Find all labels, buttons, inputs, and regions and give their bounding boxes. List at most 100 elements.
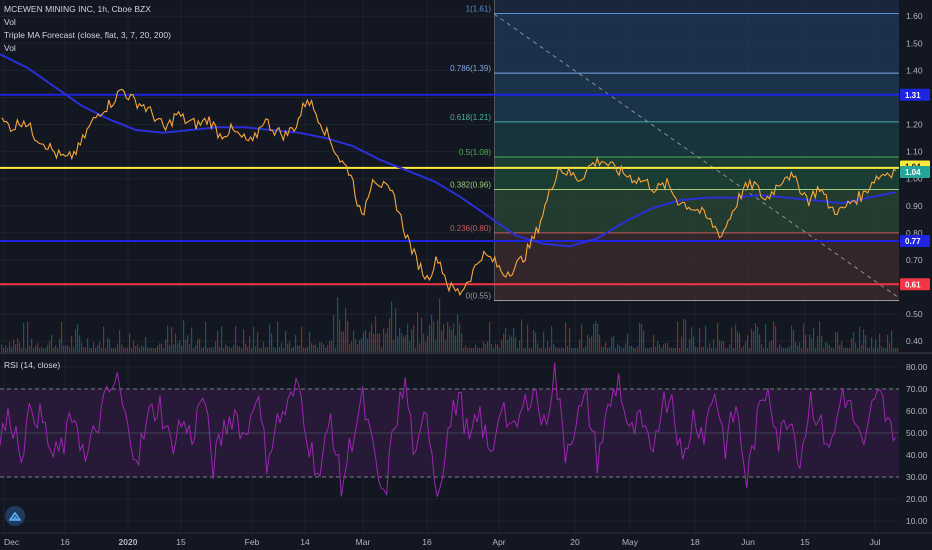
volume-bar [865,335,867,352]
volume-bar [397,336,399,352]
volume-bar [583,347,585,352]
volume-bar [257,332,259,352]
time-tick-label: 20 [570,537,580,547]
volume-bar [719,340,721,352]
volume-bar [291,347,293,352]
trend-line [493,13,900,299]
rsi-line[interactable] [0,362,897,497]
volume-bar [327,345,329,352]
volume-bar [439,298,441,352]
volume-bar [601,346,603,352]
volume-bar [519,340,521,352]
volume-bar [159,343,161,352]
volume-bar [891,330,893,352]
volume-bar [351,341,353,352]
volume-bar [839,344,841,352]
volume-bar [207,347,209,352]
volume-bar [3,347,5,352]
rsi-tick-label: 60.00 [906,406,928,416]
volume-bar [503,333,505,352]
volume-bar [859,326,861,352]
fib-zone [494,157,899,190]
time-tick-label: 16 [60,537,70,547]
volume-bar [853,332,855,352]
volume-bar [667,343,669,352]
volume-bar [497,344,499,352]
volume-bar [417,311,419,352]
volume-bar [815,347,817,352]
volume-bar [147,347,149,352]
price-axis[interactable] [900,0,932,550]
volume-bar [293,346,295,352]
volume-bar [661,347,663,352]
vol-label[interactable]: Vol [4,17,16,27]
volume-bar [455,335,457,352]
volume-bar [629,346,631,352]
volume-bar [779,344,781,352]
volume-bar [837,332,839,352]
volume-bar [31,338,33,352]
volume-bar [827,343,829,352]
volume-bar [215,341,217,352]
volume-bar [429,324,431,352]
volume-bar [149,347,151,352]
volume-bar [505,328,507,352]
symbol-title[interactable]: MCEWEN MINING INC, 1h, Cboe BZX [4,4,151,14]
volume-bar [353,330,355,352]
vol-label-2[interactable]: Vol [4,43,16,53]
volume-bar [811,337,813,352]
volume-bar [387,328,389,352]
volume-bar [695,346,697,352]
volume-bar [595,320,597,352]
time-tick-label: 2020 [119,537,138,547]
volume-bar [11,347,13,352]
volume-bar [283,347,285,352]
volume-bar [721,341,723,352]
volume-bar [441,330,443,352]
volume-bar [467,347,469,352]
volume-bar [531,347,533,352]
volume-bar [289,341,291,352]
volume-bar [535,332,537,352]
volume-bar [403,336,405,352]
rsi-tick-label: 20.00 [906,494,928,504]
volume-bar [175,333,177,352]
volume-bar [619,345,621,352]
volume-bar [393,340,395,352]
volume-bar [877,347,879,352]
tradingview-logo-icon[interactable] [5,506,25,526]
volume-bar [401,333,403,352]
volume-bar [333,314,335,352]
volume-bar [199,338,201,352]
volume-bar [509,335,511,352]
price-tick-label: 0.50 [906,309,923,319]
volume-bar [757,326,759,352]
volume-bar [725,347,727,352]
level-0-61-badge-label: 0.61 [905,280,921,289]
price-line[interactable] [1,88,897,297]
volume-bar [763,347,765,352]
moving-average-line[interactable] [0,53,897,248]
volume-bar [7,347,9,352]
volume-bar [421,317,423,352]
volume-bar [649,347,651,352]
fib-edge [494,0,495,301]
volume-bar [281,342,283,352]
volume-bar [29,345,31,352]
volume-bar [9,341,11,352]
volume-bar [527,324,529,352]
rsi-tick-label: 70.00 [906,384,928,394]
ma-indicator-label[interactable]: Triple MA Forecast (close, flat, 3, 7, 2… [4,30,171,40]
volume-bar [563,348,565,352]
volume-bar [671,347,673,352]
volume-bar [381,347,383,352]
rsi-tick-label: 10.00 [906,516,928,526]
volume-bar [411,329,413,352]
volume-bar [297,345,299,352]
time-axis[interactable] [0,533,932,550]
rsi-indicator-label[interactable]: RSI (14, close) [4,360,61,370]
volume-bar [637,345,639,352]
volume-bar [233,345,235,352]
volume-bar [133,340,135,352]
